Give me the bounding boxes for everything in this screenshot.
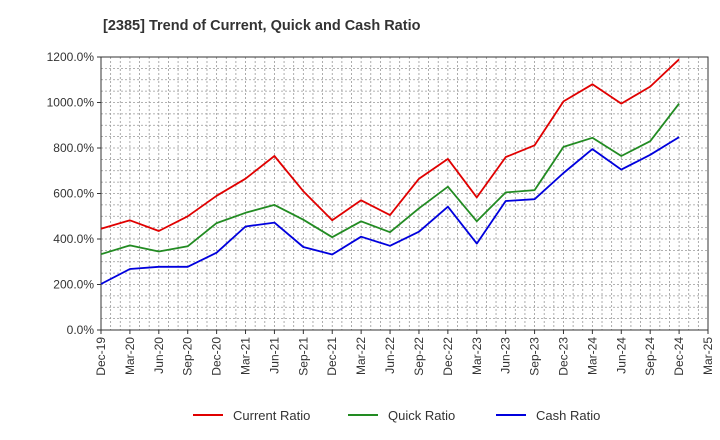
x-tick-label: Dec-20 xyxy=(210,337,224,376)
x-tick-label: Sep-22 xyxy=(412,337,426,376)
y-tick-label: 600.0% xyxy=(53,187,94,201)
y-tick-label: 200.0% xyxy=(53,278,94,292)
x-tick-label: Sep-20 xyxy=(181,337,195,376)
chart-title: [2385] Trend of Current, Quick and Cash … xyxy=(103,18,421,34)
grid-lines xyxy=(101,57,708,330)
x-tick-label: Jun-20 xyxy=(152,337,166,374)
x-tick-label: Dec-22 xyxy=(441,337,455,376)
x-tick-label: Sep-23 xyxy=(528,337,542,376)
y-tick-label: 800.0% xyxy=(53,141,94,155)
axes: 0.0% 200.0% 400.0% 600.0% 800.0% 1000.0% 1200.… xyxy=(47,50,715,376)
y-tick-label: 1200.0% xyxy=(47,50,95,64)
series-line-quick-ratio xyxy=(100,103,680,256)
x-tick-label: Mar-20 xyxy=(123,337,137,375)
x-tick-label: Dec-19 xyxy=(94,337,108,376)
legend-label-current-ratio: Current Ratio xyxy=(233,408,310,423)
x-tick-label: Jun-24 xyxy=(614,337,628,374)
x-tick-label: Dec-24 xyxy=(672,337,686,376)
x-tick-label: Mar-22 xyxy=(354,337,368,375)
x-tick-label: Dec-21 xyxy=(325,337,339,376)
x-tick-label: Mar-25 xyxy=(701,337,715,375)
x-tick-label: Mar-23 xyxy=(470,337,484,375)
y-tick-label: 400.0% xyxy=(53,232,94,246)
y-tick-label: 1000.0% xyxy=(47,96,95,110)
x-tick-label: Sep-24 xyxy=(643,337,657,376)
x-tick-label: Jun-23 xyxy=(499,337,513,374)
legend-label-cash-ratio: Cash Ratio xyxy=(536,408,600,423)
series-line-current-ratio xyxy=(100,58,680,232)
x-tick-label: Mar-24 xyxy=(585,337,599,375)
legend-label-quick-ratio: Quick Ratio xyxy=(388,408,455,423)
y-tick-label: 0.0% xyxy=(67,323,95,337)
x-tick-label: Sep-21 xyxy=(296,337,310,376)
series-line-cash-ratio xyxy=(100,136,680,285)
plot-area-frame xyxy=(100,56,709,331)
x-tick-label: Dec-23 xyxy=(556,337,570,376)
x-tick-label: Mar-21 xyxy=(239,337,253,375)
x-tick-label: Jun-21 xyxy=(267,337,281,374)
legend: Current Ratio Quick Ratio Cash Ratio xyxy=(193,408,600,423)
series-lines xyxy=(100,58,680,285)
x-tick-label: Jun-22 xyxy=(383,337,397,374)
